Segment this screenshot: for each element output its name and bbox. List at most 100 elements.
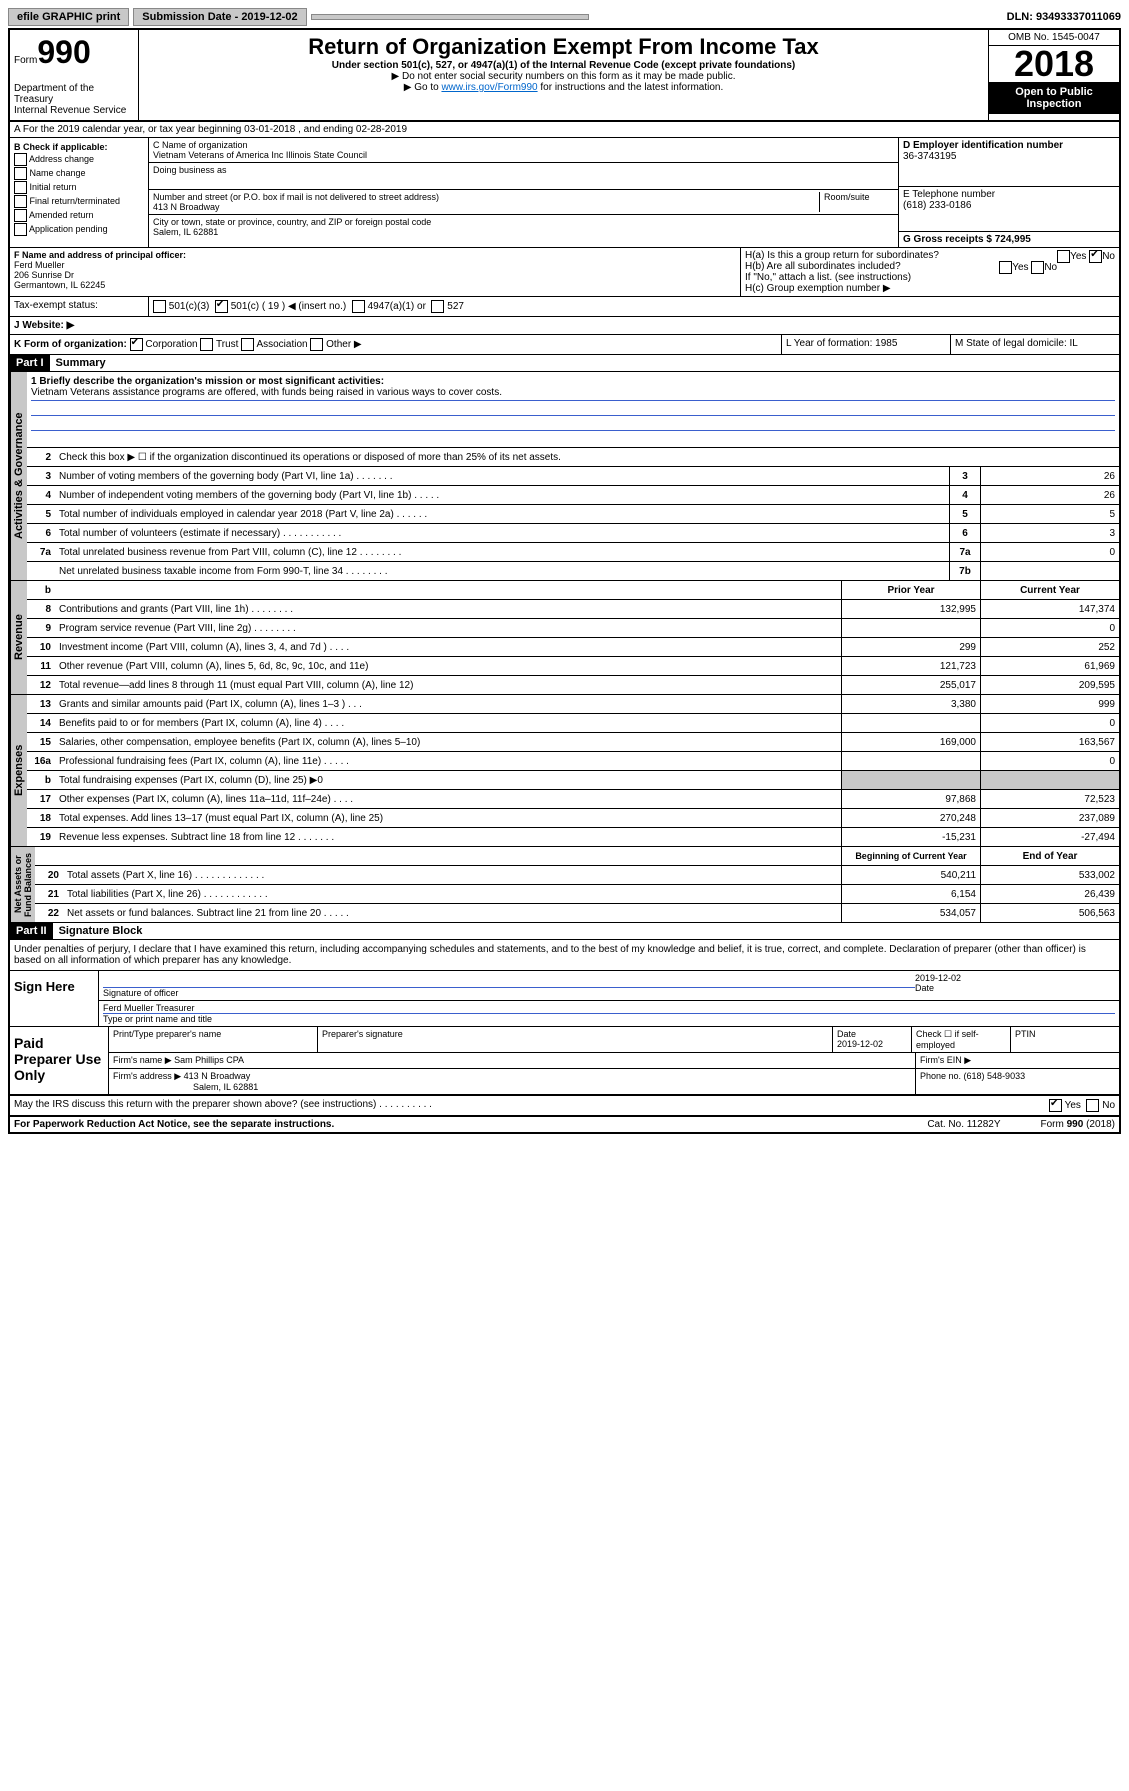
phone-label: E Telephone number <box>903 189 1115 200</box>
irs-link[interactable]: www.irs.gov/Form990 <box>441 82 537 93</box>
q1-label: 1 Briefly describe the organization's mi… <box>31 376 1115 387</box>
table-row: 19Revenue less expenses. Subtract line 1… <box>27 828 1119 846</box>
table-row: 10Investment income (Part VIII, column (… <box>27 638 1119 657</box>
part2-title: Signature Block <box>53 923 149 939</box>
sig-date-label: Date <box>915 983 1115 993</box>
table-row: 20Total assets (Part X, line 16) . . . .… <box>35 866 1119 885</box>
street-address: 413 N Broadway <box>153 202 819 212</box>
paid-preparer-section: Paid Preparer Use Only Print/Type prepar… <box>10 1027 1119 1096</box>
table-row: 21Total liabilities (Part X, line 26) . … <box>35 885 1119 904</box>
line-2: 2 Check this box ▶ ☐ if the organization… <box>27 448 1119 467</box>
website-label: J Website: ▶ <box>10 317 78 334</box>
prep-date: 2019-12-02 <box>837 1039 883 1049</box>
row-tax-exempt: Tax-exempt status: 501(c)(3) 501(c) ( 19… <box>10 297 1119 317</box>
net-header-row: Beginning of Current Year End of Year <box>35 847 1119 866</box>
addr-label: Number and street (or P.O. box if mail i… <box>153 192 819 202</box>
chk-initial-return[interactable]: Initial return <box>14 181 144 194</box>
table-row: 6Total number of volunteers (estimate if… <box>27 524 1119 543</box>
table-row: 18Total expenses. Add lines 13–17 (must … <box>27 809 1119 828</box>
col-b-label: B Check if applicable: <box>14 142 144 152</box>
part1-badge: Part I <box>10 355 50 371</box>
chk-final-return[interactable]: Final return/terminated <box>14 195 144 208</box>
col-c-org-info: C Name of organization Vietnam Veterans … <box>149 138 899 247</box>
chk-corporation[interactable] <box>130 338 143 351</box>
submission-date: Submission Date - 2019-12-02 <box>133 8 306 26</box>
efile-button[interactable]: efile GRAPHIC print <box>8 8 129 26</box>
table-row: 3Number of voting members of the governi… <box>27 467 1119 486</box>
chk-other[interactable] <box>310 338 323 351</box>
table-row: bTotal fundraising expenses (Part IX, co… <box>27 771 1119 790</box>
col-f-officer: F Name and address of principal officer:… <box>10 248 741 296</box>
open-to-public: Open to Public Inspection <box>989 82 1119 114</box>
top-bar: efile GRAPHIC print Submission Date - 20… <box>8 8 1121 26</box>
paid-preparer-label: Paid Preparer Use Only <box>10 1027 109 1094</box>
vlabel-revenue: Revenue <box>10 581 27 694</box>
gross-receipts: G Gross receipts $ 724,995 <box>903 234 1115 245</box>
table-row: 15Salaries, other compensation, employee… <box>27 733 1119 752</box>
chk-discuss-no[interactable] <box>1086 1099 1099 1112</box>
city-label: City or town, state or province, country… <box>153 217 894 227</box>
hb-note: If "No," attach a list. (see instruction… <box>745 272 1115 283</box>
sign-here-row: Sign Here Signature of officer 2019-12-0… <box>10 971 1119 1027</box>
chk-association[interactable] <box>241 338 254 351</box>
prep-date-label: Date <box>837 1029 856 1039</box>
expenses-section: Expenses 13Grants and similar amounts pa… <box>10 695 1119 847</box>
chk-501c[interactable] <box>215 300 228 313</box>
hb-label: H(b) Are all subordinates included? <box>745 261 901 272</box>
form-note2: ▶ Go to www.irs.gov/Form990 for instruct… <box>143 82 984 93</box>
discuss-row: May the IRS discuss this return with the… <box>10 1096 1119 1117</box>
ptin-label: PTIN <box>1011 1027 1119 1052</box>
form-subtitle: Under section 501(c), 527, or 4947(a)(1)… <box>143 60 984 71</box>
firm-name-label: Firm's name ▶ <box>113 1055 172 1065</box>
chk-address-change[interactable]: Address change <box>14 153 144 166</box>
sig-date: 2019-12-02 <box>915 973 1115 983</box>
table-row: 8Contributions and grants (Part VIII, li… <box>27 600 1119 619</box>
tax-exempt-label: Tax-exempt status: <box>10 297 149 316</box>
row-klm: K Form of organization: Corporation Trus… <box>10 335 1119 355</box>
chk-501c3[interactable] <box>153 300 166 313</box>
mission-text: Vietnam Veterans assistance programs are… <box>31 387 1115 398</box>
ha-label: H(a) Is this a group return for subordin… <box>745 250 939 261</box>
phone-value: (618) 233-0186 <box>903 200 1115 211</box>
section-fh: F Name and address of principal officer:… <box>10 248 1119 297</box>
sig-name-label: Type or print name and title <box>103 1014 1115 1024</box>
officer-label: F Name and address of principal officer: <box>14 250 736 260</box>
part1-header: Part I Summary <box>10 355 1119 372</box>
section-bc: B Check if applicable: Address change Na… <box>10 138 1119 248</box>
chk-name-change[interactable]: Name change <box>14 167 144 180</box>
netassets-section: Net Assets orFund Balances Beginning of … <box>10 847 1119 923</box>
tax-exempt-opts: 501(c)(3) 501(c) ( 19 ) ◀ (insert no.) 4… <box>149 297 1119 316</box>
firm-phone: Phone no. (618) 548-9033 <box>916 1069 1119 1094</box>
dept-treasury: Department of the Treasury <box>14 83 134 105</box>
part2-badge: Part II <box>10 923 53 939</box>
officer-addr1: 206 Sunrise Dr <box>14 270 736 280</box>
chk-trust[interactable] <box>200 338 213 351</box>
paperwork-notice: For Paperwork Reduction Act Notice, see … <box>14 1119 334 1130</box>
dba-label: Doing business as <box>153 165 894 175</box>
chk-discuss-yes[interactable] <box>1049 1099 1062 1112</box>
self-employed-label: Check ☐ if self-employed <box>912 1027 1011 1052</box>
revenue-section: Revenue b Prior Year Current Year 8Contr… <box>10 581 1119 695</box>
firm-ein-label: Firm's EIN ▶ <box>916 1053 1119 1068</box>
org-name: Vietnam Veterans of America Inc Illinois… <box>153 150 894 160</box>
col-header-row: b Prior Year Current Year <box>27 581 1119 600</box>
form-header: Form990 Department of the Treasury Inter… <box>10 30 1119 122</box>
officer-addr2: Germantown, IL 62245 <box>14 280 736 290</box>
irs-label: Internal Revenue Service <box>14 105 134 116</box>
table-row: 14Benefits paid to or for members (Part … <box>27 714 1119 733</box>
row-a-tax-year: A For the 2019 calendar year, or tax yea… <box>10 122 1119 138</box>
form-footer: For Paperwork Reduction Act Notice, see … <box>10 1117 1119 1132</box>
chk-527[interactable] <box>431 300 444 313</box>
year-formation: L Year of formation: 1985 <box>781 335 950 354</box>
table-row: 22Net assets or fund balances. Subtract … <box>35 904 1119 922</box>
vlabel-expenses: Expenses <box>10 695 27 846</box>
table-row: 7aTotal unrelated business revenue from … <box>27 543 1119 562</box>
chk-application-pending[interactable]: Application pending <box>14 223 144 236</box>
table-row: 11Other revenue (Part VIII, column (A), … <box>27 657 1119 676</box>
row-k-label: K Form of organization: <box>14 339 127 350</box>
chk-4947[interactable] <box>352 300 365 313</box>
part1-title: Summary <box>50 355 112 371</box>
chk-amended[interactable]: Amended return <box>14 209 144 222</box>
form-990-label: Form 990 (2018) <box>1041 1119 1115 1130</box>
firm-addr2: Salem, IL 62881 <box>193 1082 258 1092</box>
